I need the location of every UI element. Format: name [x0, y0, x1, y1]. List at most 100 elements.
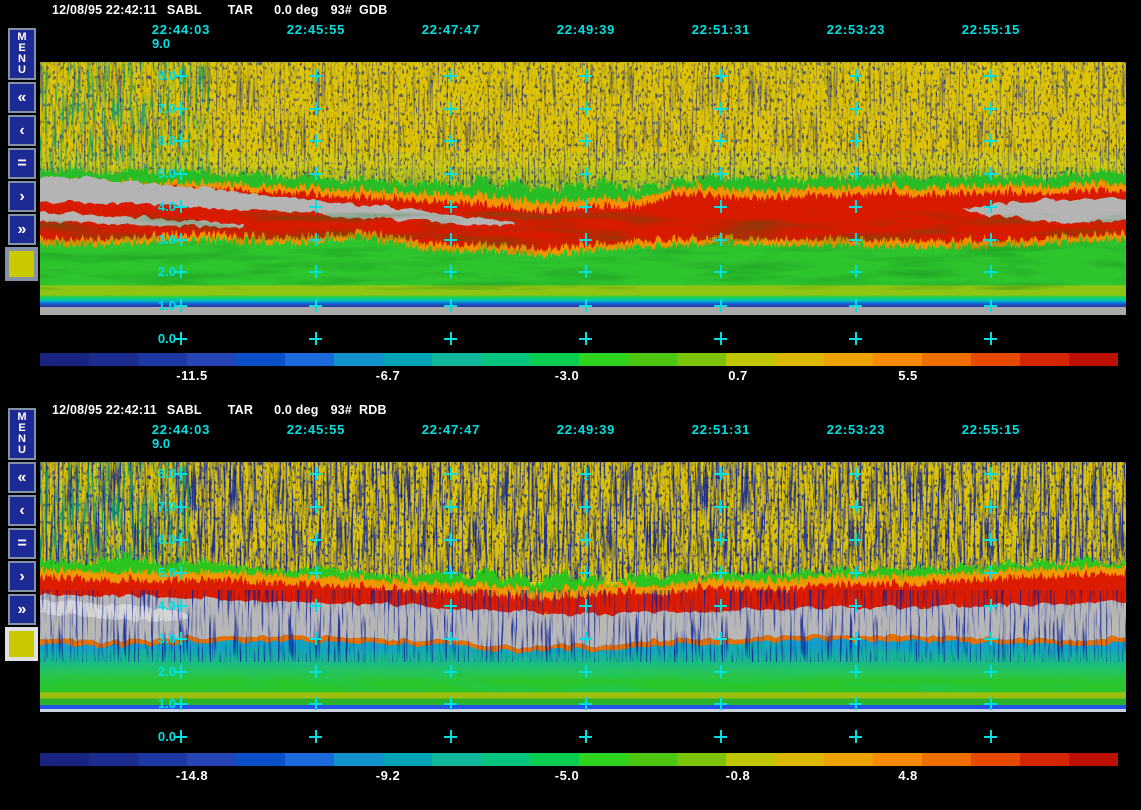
time-label: 22:55:15: [961, 422, 1021, 437]
color-swatch[interactable]: [5, 627, 38, 661]
colorbar-segment: [1069, 753, 1118, 766]
time-label: 22:51:31: [691, 422, 751, 437]
grid-cross: [309, 665, 322, 678]
grid-cross: [714, 332, 727, 345]
colorbar-segment: [187, 353, 236, 366]
altitude-label: 0.0: [157, 331, 176, 346]
altitude-label: 1.0: [157, 696, 176, 711]
grid-cross: [579, 467, 592, 480]
lidar-image-gdb: [40, 62, 1126, 315]
grid-cross: [849, 500, 862, 513]
grid-cross: [579, 233, 592, 246]
grid-cross: [849, 200, 862, 213]
colorbar-segment: [922, 353, 971, 366]
grid-cross: [309, 102, 322, 115]
time-label: 22:51:31: [691, 22, 751, 37]
pause-button[interactable]: =: [8, 528, 36, 559]
grid-cross: [714, 665, 727, 678]
step-forward-button[interactable]: ›: [8, 561, 36, 592]
colorbar-segment: [481, 353, 530, 366]
altitude-label: 1.0: [157, 298, 176, 313]
colorbar-segment: [138, 753, 187, 766]
altitude-label: 2.0: [157, 264, 176, 279]
colorbar-segment: [530, 753, 579, 766]
grid-cross: [174, 599, 187, 612]
colorbar-segment: [1069, 353, 1118, 366]
grid-cross: [849, 233, 862, 246]
grid-cross: [309, 599, 322, 612]
grid-cross: [714, 697, 727, 710]
colorbar-segment: [187, 753, 236, 766]
colorbar-tick-label: -9.2: [375, 768, 401, 783]
grid-cross: [309, 533, 322, 546]
header-datetime: 12/08/95 22:42:11: [52, 3, 157, 17]
grid-cross: [849, 167, 862, 180]
step-back-button[interactable]: ‹: [8, 115, 36, 146]
altitude-top-label: 9.0: [152, 36, 171, 51]
header-instrument: SABL: [166, 3, 202, 17]
grid-cross: [444, 533, 457, 546]
grid-cross: [849, 566, 862, 579]
colorbar-tick-label: -6.7: [375, 368, 401, 383]
grid-cross: [444, 102, 457, 115]
header-instrument: SABL: [166, 403, 202, 417]
grid-cross: [309, 467, 322, 480]
step-back-button[interactable]: ‹: [8, 495, 36, 526]
grid-cross: [579, 332, 592, 345]
colorbar-segment: [726, 753, 775, 766]
altitude-label: 4.0: [157, 598, 176, 613]
colorbar-segment: [873, 353, 922, 366]
grid-cross: [984, 533, 997, 546]
grid-cross: [444, 697, 457, 710]
grid-cross: [714, 566, 727, 579]
header-channel: GDB: [359, 3, 388, 17]
grid-cross: [984, 697, 997, 710]
colorbar-segment: [334, 353, 383, 366]
grid-cross: [444, 299, 457, 312]
grid-cross: [714, 500, 727, 513]
grid-cross: [714, 233, 727, 246]
colorbar-segment: [383, 353, 432, 366]
altitude-label: 7.0: [157, 101, 176, 116]
colorbar-segment: [628, 353, 677, 366]
fast-forward-button[interactable]: »: [8, 594, 36, 625]
step-forward-button[interactable]: ›: [8, 181, 36, 212]
time-label: 22:44:03: [151, 422, 211, 437]
grid-cross: [174, 467, 187, 480]
grid-cross: [714, 134, 727, 147]
colorbar-tick-label: -3.0: [554, 368, 580, 383]
grid-cross: [174, 265, 187, 278]
grid-cross: [174, 69, 187, 82]
time-label: 22:45:55: [286, 22, 346, 37]
colorbar-segment: [40, 353, 89, 366]
grid-cross: [174, 233, 187, 246]
altitude-top-label: 9.0: [152, 436, 171, 451]
color-swatch[interactable]: [5, 247, 38, 281]
menu-button[interactable]: MENU: [8, 28, 36, 80]
header-mode: TAR: [227, 403, 254, 417]
pause-button[interactable]: =: [8, 148, 36, 179]
altitude-label: 5.0: [157, 565, 176, 580]
grid-cross: [444, 566, 457, 579]
grid-cross: [984, 500, 997, 513]
altitude-label: 6.0: [157, 532, 176, 547]
colorbar-segment: [824, 353, 873, 366]
grid-cross: [309, 632, 322, 645]
fast-forward-button[interactable]: »: [8, 214, 36, 245]
grid-cross: [714, 200, 727, 213]
grid-cross: [174, 566, 187, 579]
grid-cross: [714, 265, 727, 278]
altitude-label: 3.0: [157, 232, 176, 247]
time-label: 22:53:23: [826, 22, 886, 37]
grid-cross: [714, 299, 727, 312]
grid-cross: [309, 500, 322, 513]
menu-button[interactable]: MENU: [8, 408, 36, 460]
grid-cross: [174, 730, 187, 743]
rewind-button[interactable]: «: [8, 82, 36, 113]
grid-cross: [984, 730, 997, 743]
colorbar-segment: [285, 353, 334, 366]
rewind-button[interactable]: «: [8, 462, 36, 493]
header-mode: TAR: [227, 3, 254, 17]
time-label: 22:47:47: [421, 422, 481, 437]
grid-cross: [984, 69, 997, 82]
